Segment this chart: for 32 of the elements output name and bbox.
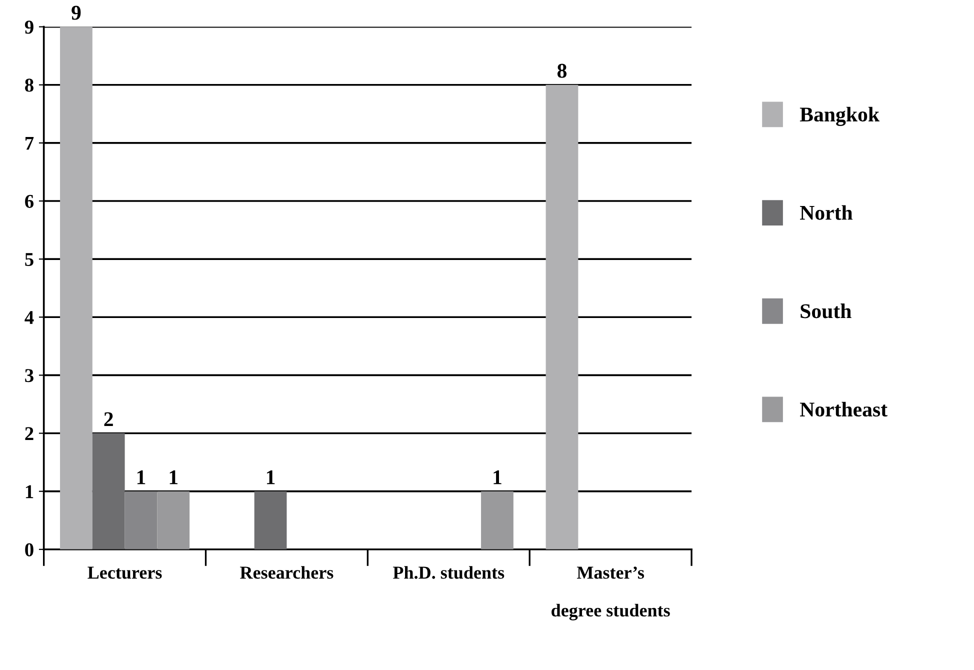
x-tick-label: Ph.D. students [393, 566, 504, 579]
y-tick-label: 0 [25, 543, 34, 556]
y-tick-label: 1 [26, 485, 34, 498]
data-label: 1 [494, 470, 502, 484]
legend-label: South [800, 304, 852, 318]
y-tick-label: 7 [26, 136, 34, 150]
y-tick-label: 4 [24, 311, 34, 324]
bar [60, 26, 92, 550]
data-label: 1 [170, 470, 178, 484]
bar [92, 433, 125, 550]
bar [254, 491, 287, 550]
y-tick-label: 2 [25, 427, 34, 440]
legend-label: North [800, 205, 853, 220]
y-tick-label: 6 [25, 194, 34, 208]
bar [157, 491, 190, 550]
x-tick-label: Lecturers [88, 566, 162, 579]
x-tick-label: Researchers [240, 566, 334, 579]
y-tick-label: 8 [25, 78, 34, 92]
data-label: 1 [137, 470, 146, 484]
data-label: 2 [104, 412, 113, 426]
bar [124, 491, 158, 550]
data-label: 8 [557, 64, 567, 78]
bar [546, 84, 578, 550]
data-label: 1 [266, 470, 275, 484]
legend-label: Northeast [800, 402, 888, 417]
y-tick-label: 3 [25, 369, 34, 382]
data-label: 9 [72, 6, 81, 20]
y-tick-label: 9 [24, 20, 34, 34]
legend-label: Bangkok [800, 106, 880, 126]
bar [481, 491, 514, 550]
category-label: Master’s degree students [552, 566, 670, 620]
y-tick-label: 5 [25, 253, 34, 266]
